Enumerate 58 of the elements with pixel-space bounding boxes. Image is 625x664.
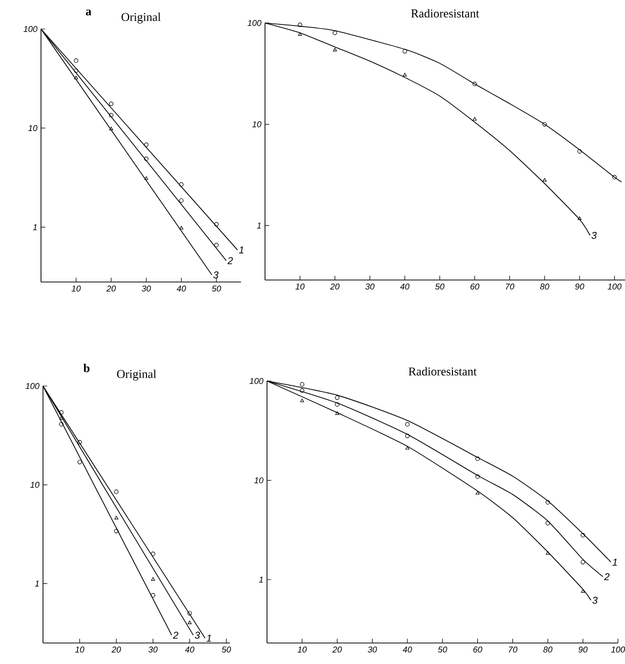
x-tick-label: 30 [365,284,374,290]
x-tick-label: 40 [176,286,186,292]
x-tick-label: 60 [470,284,480,290]
x-tick-label: 20 [330,284,340,290]
series-label: 3 [194,632,200,639]
y-tick-label: 10 [252,121,262,128]
y-tick-label: 100 [250,378,264,384]
chart-title: Original [122,12,161,24]
chart-title: Original [117,370,156,381]
series-label: 2 [227,257,233,264]
y-tick-label: 1 [34,580,39,586]
x-tick-label: 30 [142,286,151,292]
x-tick-label: 100 [611,646,625,653]
y-tick-label: 10 [30,482,40,488]
x-tick-label: 70 [508,646,518,653]
series-label: 2 [172,632,178,639]
x-tick-label: 40 [402,646,412,653]
x-tick-label: 90 [578,646,588,653]
series-label: 2 [604,573,610,580]
x-tick-label: 10 [72,286,81,292]
x-tick-label: 30 [148,646,158,653]
x-tick-label: 90 [575,284,584,290]
x-tick-label: 10 [295,284,305,290]
y-tick-label: 100 [24,26,38,32]
x-tick-label: 80 [543,646,552,653]
x-tick-label: 60 [473,646,482,653]
x-tick-label: 50 [212,286,222,292]
y-tick-label: 1 [258,576,263,583]
y-tick-label: 10 [28,125,38,132]
x-tick-label: 50 [438,646,448,653]
series-label: 3 [591,232,597,239]
text: a [86,10,92,16]
x-tick-label: 100 [608,284,622,290]
chart-title: Radioresistant [408,367,477,376]
x-tick-label: 80 [540,284,550,290]
x-tick-label: 40 [185,646,194,653]
x-tick-label: 50 [435,284,444,290]
y-tick-label: 100 [26,383,40,389]
series-label: 1 [612,558,617,566]
x-tick-label: 20 [106,286,116,292]
x-tick-label: 40 [400,284,410,290]
y-tick-label: 1 [32,224,37,230]
x-tick-label: 20 [112,646,121,653]
x-tick-label: 10 [298,646,307,653]
chart-title: Radioresistant [411,9,480,18]
x-tick-label: 50 [222,646,231,653]
text: b [83,364,90,372]
series-label: 1 [238,246,244,254]
series-label: 1 [206,634,211,642]
x-tick-label: 30 [368,646,377,653]
y-tick-label: 10 [254,477,264,484]
x-tick-label: 10 [75,646,84,653]
y-tick-label: 100 [248,20,262,26]
series-label: 3 [213,271,219,278]
series-label: 3 [592,596,598,604]
x-tick-label: 20 [332,646,342,653]
y-tick-label: 1 [256,222,261,228]
x-tick-label: 70 [506,284,514,290]
